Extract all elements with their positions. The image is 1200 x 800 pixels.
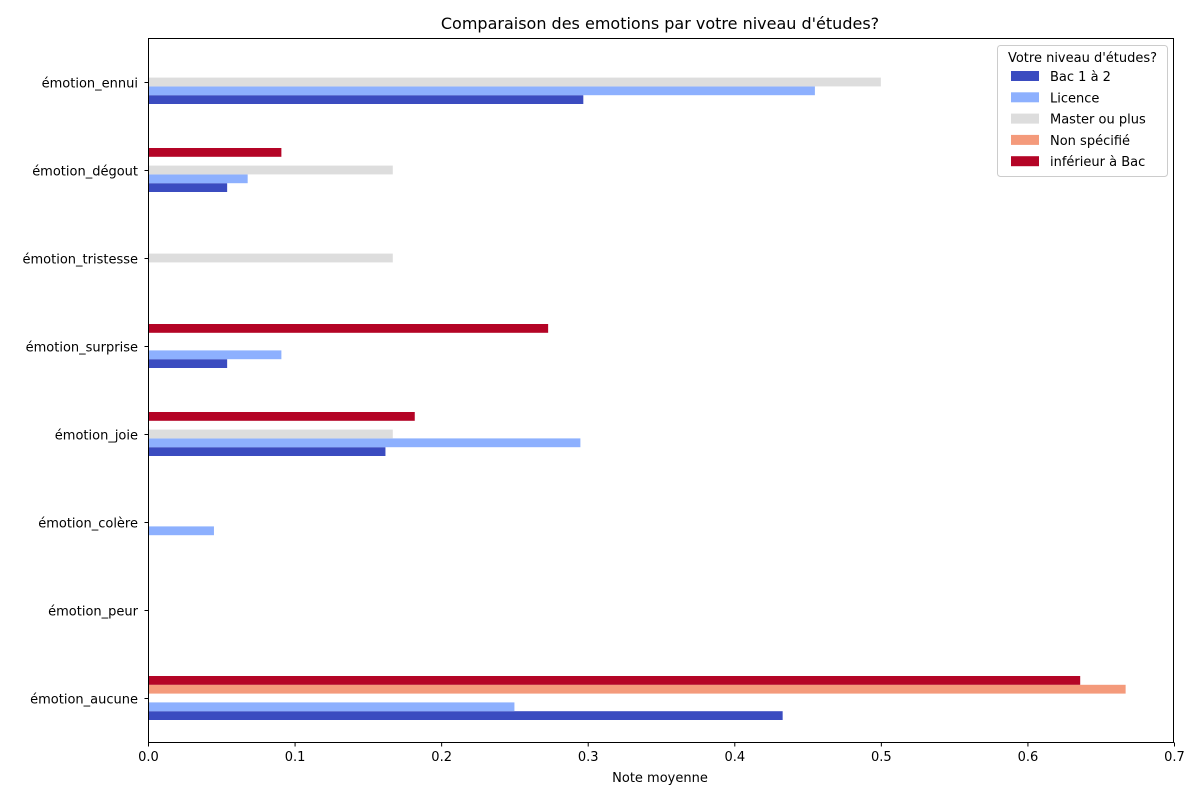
y-tick-label: émotion_tristesse	[23, 253, 138, 268]
x-tick-label: 0.2	[431, 750, 452, 765]
bar-0-7	[148, 95, 584, 104]
bar-1-0	[148, 702, 515, 712]
bar-4-0	[148, 676, 1081, 685]
legend-swatch	[1011, 71, 1039, 81]
y-tick-label: émotion_colère	[38, 517, 138, 532]
y-tick-label: émotion_joie	[55, 429, 138, 444]
x-axis-label: Note moyenne	[612, 771, 708, 786]
bar-0-4	[148, 359, 228, 368]
bar-2-7	[148, 77, 881, 87]
plot-frame	[148, 38, 1174, 743]
legend-swatch	[1011, 156, 1039, 167]
bar-3-0	[148, 684, 1126, 694]
legend-label: Licence	[1050, 91, 1099, 106]
x-tick-label: 0.6	[1018, 750, 1039, 765]
bar-0-6	[148, 183, 228, 192]
legend-box	[997, 45, 1168, 177]
legend-label: Non spécifié	[1050, 134, 1130, 149]
bar-1-6	[148, 174, 248, 184]
legend: Votre niveau d'études? Bac 1 à 2 Licence Ma…	[997, 45, 1168, 177]
bar-4-6	[148, 148, 282, 157]
x-tick-label: 0.0	[138, 750, 159, 765]
bar-4-3	[148, 412, 415, 421]
bar-2-3	[148, 429, 393, 439]
legend-label: Master ou plus	[1050, 113, 1146, 128]
bar-2-6	[148, 165, 393, 175]
bar-1-2	[148, 526, 214, 536]
x-tick-label: 0.7	[1164, 750, 1185, 765]
bar-2-5	[148, 253, 393, 263]
y-tick-label: émotion_dégout	[32, 165, 138, 180]
chart-title: Comparaison des emotions par votre nivea…	[441, 14, 879, 33]
y-tick-label: émotion_peur	[48, 605, 139, 620]
y-axis: émotion_aucune émotion_peur émotion_colère…	[23, 77, 149, 708]
x-tick-label: 0.3	[578, 750, 599, 765]
legend-swatch	[1011, 113, 1039, 124]
legend-swatch	[1011, 134, 1039, 145]
bar-1-7	[148, 86, 815, 96]
bar-4-4	[148, 324, 549, 333]
legend-swatch	[1011, 92, 1039, 103]
bar-1-3	[148, 438, 581, 448]
y-tick-label: émotion_surprise	[26, 341, 138, 356]
bar-1-4	[148, 350, 282, 360]
y-tick-label: émotion_aucune	[30, 693, 138, 708]
legend-label: inférieur à Bac	[1050, 155, 1145, 170]
x-tick-label: 0.5	[871, 750, 892, 765]
legend-title: Votre niveau d'études?	[1008, 51, 1157, 66]
bar-0-3	[148, 447, 386, 456]
x-tick-label: 0.4	[724, 750, 745, 765]
x-tick-label: 0.1	[285, 750, 306, 765]
bar-0-0	[148, 711, 783, 720]
x-axis: 0.0 0.1 0.2 0.3 0.4 0.5 0.6 0.7	[138, 742, 1185, 765]
legend-label: Bac 1 à 2	[1050, 70, 1111, 85]
y-tick-label: émotion_ennui	[42, 77, 138, 92]
bars-layer	[148, 77, 1126, 720]
